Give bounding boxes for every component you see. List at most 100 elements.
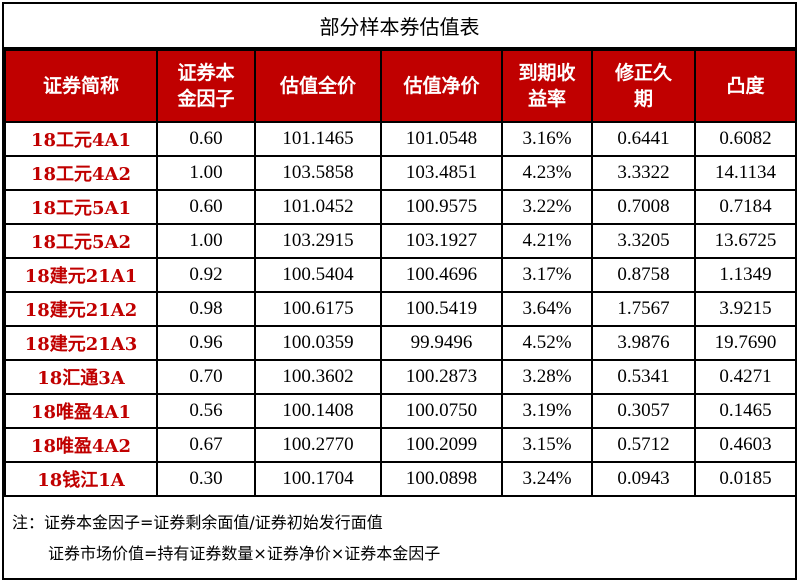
footnote-line: 证券市场价值=持有证券数量×证券净价×证券本金因子 xyxy=(48,544,441,563)
table-row: 18建元21A2 0.98 100.6175 100.5419 3.64% 1.7567 3… xyxy=(4,291,797,327)
value-cell: 3.28% xyxy=(501,359,593,395)
value-cell: 3.17% xyxy=(501,257,593,293)
value-cell: 99.9496 xyxy=(380,325,503,361)
value-cell: 101.1465 xyxy=(254,121,382,157)
value-cell: 3.19% xyxy=(501,393,593,429)
table-row: 18工元4A2 1.00 103.5858 103.4851 4.23% 3.3322 14… xyxy=(4,155,797,191)
value-cell: 3.9215 xyxy=(694,291,797,327)
header-cell: 证券本 金因子 xyxy=(156,49,256,123)
value-cell: 100.9575 xyxy=(380,189,503,225)
table-row: 18工元5A1 0.60 101.0452 100.9575 3.22% 0.7008 0.… xyxy=(4,189,797,225)
table-row: 18唯盈4A1 0.56 100.1408 100.0750 3.19% 0.3057 0.… xyxy=(4,393,797,429)
security-name-cell: 18建元21A3 xyxy=(4,325,158,361)
value-cell: 0.92 xyxy=(156,257,256,293)
valuation-table: 证券简称 证券本 金因子 估值全价 估值净价 到期收 益率 修正久 期 凸度 1… xyxy=(4,49,797,497)
value-cell: 0.4603 xyxy=(694,427,797,463)
footnote-line: 注：证券本金因子=证券剩余面值/证券初始发行面值 xyxy=(12,513,383,532)
header-cell: 证券简称 xyxy=(4,49,158,123)
value-cell: 0.8758 xyxy=(591,257,696,293)
table-row: 18建元21A3 0.96 100.0359 99.9496 4.52% 3.9876 19… xyxy=(4,325,797,361)
table-row: 18工元4A1 0.60 101.1465 101.0548 3.16% 0.6441 0.… xyxy=(4,121,797,157)
value-cell: 100.5404 xyxy=(254,257,382,293)
footnote: 注：证券本金因子=证券剩余面值/证券初始发行面值 证券市场价值=持有证券数量×证… xyxy=(4,497,795,578)
value-cell: 14.1134 xyxy=(694,155,797,191)
value-cell: 0.7008 xyxy=(591,189,696,225)
value-cell: 3.22% xyxy=(501,189,593,225)
value-cell: 3.3205 xyxy=(591,223,696,259)
security-name-cell: 18唯盈4A2 xyxy=(4,427,158,463)
security-name-cell: 18建元21A2 xyxy=(4,291,158,327)
value-cell: 3.24% xyxy=(501,461,593,497)
value-cell: 0.1465 xyxy=(694,393,797,429)
value-cell: 0.60 xyxy=(156,121,256,157)
value-cell: 100.2873 xyxy=(380,359,503,395)
header-cell: 修正久 期 xyxy=(591,49,696,123)
header-row: 证券简称 证券本 金因子 估值全价 估值净价 到期收 益率 修正久 期 凸度 xyxy=(4,49,797,123)
value-cell: 0.5341 xyxy=(591,359,696,395)
value-cell: 100.1408 xyxy=(254,393,382,429)
value-cell: 100.1704 xyxy=(254,461,382,497)
table-row: 18建元21A1 0.92 100.5404 100.4696 3.17% 0.8758 1… xyxy=(4,257,797,293)
value-cell: 19.7690 xyxy=(694,325,797,361)
value-cell: 0.4271 xyxy=(694,359,797,395)
header-cell: 到期收 益率 xyxy=(501,49,593,123)
value-cell: 100.4696 xyxy=(380,257,503,293)
value-cell: 0.98 xyxy=(156,291,256,327)
value-cell: 0.6441 xyxy=(591,121,696,157)
value-cell: 100.2099 xyxy=(380,427,503,463)
value-cell: 0.6082 xyxy=(694,121,797,157)
header-cell: 估值全价 xyxy=(254,49,382,123)
security-name-cell: 18工元5A1 xyxy=(4,189,158,225)
value-cell: 0.56 xyxy=(156,393,256,429)
value-cell: 0.60 xyxy=(156,189,256,225)
value-cell: 1.00 xyxy=(156,155,256,191)
security-name-cell: 18汇通3A xyxy=(4,359,158,395)
value-cell: 3.16% xyxy=(501,121,593,157)
value-cell: 3.64% xyxy=(501,291,593,327)
value-cell: 13.6725 xyxy=(694,223,797,259)
value-cell: 1.00 xyxy=(156,223,256,259)
security-name-cell: 18工元5A2 xyxy=(4,223,158,259)
value-cell: 4.52% xyxy=(501,325,593,361)
header-cell: 估值净价 xyxy=(380,49,503,123)
value-cell: 4.23% xyxy=(501,155,593,191)
table-row: 18工元5A2 1.00 103.2915 103.1927 4.21% 3.3205 13… xyxy=(4,223,797,259)
value-cell: 100.0898 xyxy=(380,461,503,497)
value-cell: 103.2915 xyxy=(254,223,382,259)
value-cell: 0.30 xyxy=(156,461,256,497)
security-name-cell: 18钱江1A xyxy=(4,461,158,497)
table-row: 18汇通3A 0.70 100.3602 100.2873 3.28% 0.5341 0.4… xyxy=(4,359,797,395)
table-row: 18唯盈4A2 0.67 100.2770 100.2099 3.15% 0.5712 0.… xyxy=(4,427,797,463)
value-cell: 0.67 xyxy=(156,427,256,463)
security-name-cell: 18工元4A2 xyxy=(4,155,158,191)
value-cell: 100.2770 xyxy=(254,427,382,463)
security-name-cell: 18建元21A1 xyxy=(4,257,158,293)
value-cell: 3.9876 xyxy=(591,325,696,361)
value-cell: 0.0185 xyxy=(694,461,797,497)
value-cell: 100.0750 xyxy=(380,393,503,429)
value-cell: 3.3322 xyxy=(591,155,696,191)
value-cell: 103.5858 xyxy=(254,155,382,191)
value-cell: 0.96 xyxy=(156,325,256,361)
value-cell: 0.3057 xyxy=(591,393,696,429)
value-cell: 1.1349 xyxy=(694,257,797,293)
value-cell: 100.5419 xyxy=(380,291,503,327)
value-cell: 0.0943 xyxy=(591,461,696,497)
value-cell: 100.0359 xyxy=(254,325,382,361)
table-row: 18钱江1A 0.30 100.1704 100.0898 3.24% 0.0943 0.0… xyxy=(4,461,797,497)
value-cell: 0.70 xyxy=(156,359,256,395)
value-cell: 1.7567 xyxy=(591,291,696,327)
security-name-cell: 18工元4A1 xyxy=(4,121,158,157)
value-cell: 101.0548 xyxy=(380,121,503,157)
value-cell: 100.3602 xyxy=(254,359,382,395)
value-cell: 101.0452 xyxy=(254,189,382,225)
value-cell: 3.15% xyxy=(501,427,593,463)
value-cell: 103.4851 xyxy=(380,155,503,191)
value-cell: 0.7184 xyxy=(694,189,797,225)
security-name-cell: 18唯盈4A1 xyxy=(4,393,158,429)
table-title: 部分样本券估值表 xyxy=(4,4,795,49)
value-cell: 100.6175 xyxy=(254,291,382,327)
value-cell: 0.5712 xyxy=(591,427,696,463)
header-cell: 凸度 xyxy=(694,49,797,123)
